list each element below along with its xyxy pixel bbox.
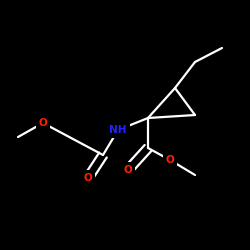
Text: O: O xyxy=(124,165,132,175)
Text: O: O xyxy=(84,173,92,183)
Text: O: O xyxy=(166,155,174,165)
Text: O: O xyxy=(38,118,48,128)
Text: NH: NH xyxy=(109,125,127,135)
